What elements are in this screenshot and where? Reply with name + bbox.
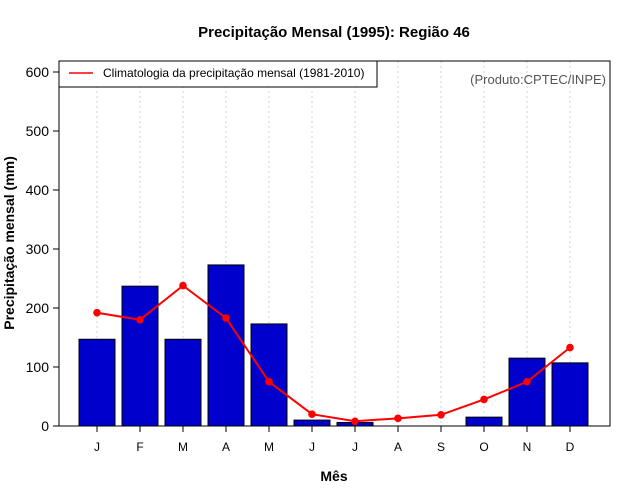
x-tick-label-1: F	[136, 440, 143, 454]
climatology-point-2	[179, 281, 187, 290]
climatology-point-4	[265, 377, 273, 386]
bar-2	[164, 338, 202, 427]
climatology-point-9	[480, 395, 488, 404]
credit-text: (Produto:CPTEC/INPE)	[470, 72, 606, 87]
legend-box	[58, 60, 378, 88]
climatology-point-6	[351, 417, 359, 426]
climatology-point-3	[222, 314, 230, 322]
y-tick-label-0: 0	[41, 418, 49, 434]
legend: Climatologia da precipitação mensal (198…	[58, 60, 378, 88]
bar-5	[293, 419, 331, 427]
x-tick-label-9: O	[479, 440, 488, 454]
legend-entry-climatology: Climatologia da precipitação mensal (198…	[103, 66, 364, 80]
bar-11	[551, 362, 589, 427]
bar-1	[121, 285, 159, 427]
y-tick-label-3: 300	[26, 241, 50, 257]
bar-10	[508, 357, 546, 427]
y-tick-label-1: 100	[26, 359, 50, 375]
x-tick-label-6: J	[352, 440, 358, 454]
x-tick-label-0: J	[94, 440, 100, 454]
x-tick-label-3: A	[222, 440, 230, 454]
bar-3	[207, 264, 245, 427]
y-tick-label-2: 200	[26, 300, 50, 316]
y-tick-label-5: 500	[26, 123, 50, 139]
y-tick-label-4: 400	[26, 182, 50, 198]
x-tick-label-2: M	[178, 440, 188, 454]
chart-title: Precipitação Mensal (1995): Região 46	[198, 24, 470, 41]
bar-4	[250, 323, 288, 427]
bars	[78, 264, 589, 427]
climatology-point-7	[394, 414, 402, 423]
climatology-line	[93, 281, 574, 426]
grid-lines	[96, 61, 571, 426]
x-tick-label-5: J	[309, 440, 315, 454]
bar-0	[78, 338, 116, 427]
bar-9	[465, 416, 503, 427]
x-tick-label-8: S	[437, 440, 445, 454]
climatology-point-1	[136, 316, 144, 324]
x-tick-label-4: M	[264, 440, 274, 454]
y-axis: 0 100 200 300 400 500 600	[26, 64, 59, 434]
climatology-point-5	[308, 410, 316, 419]
x-tick-label-11: D	[566, 440, 575, 454]
x-tick-label-7: A	[394, 440, 402, 454]
climatology-point-0	[93, 308, 101, 317]
climatology-point-11	[566, 343, 574, 352]
climatology-point-8	[437, 410, 445, 419]
x-axis-title: Mês	[320, 468, 347, 484]
x-tick-label-10: N	[523, 440, 532, 454]
y-axis-title: Precipitação mensal (mm)	[1, 156, 17, 330]
climatology-point-10	[523, 377, 531, 386]
climatology-polyline	[96, 284, 571, 423]
y-tick-label-6: 600	[26, 64, 50, 80]
